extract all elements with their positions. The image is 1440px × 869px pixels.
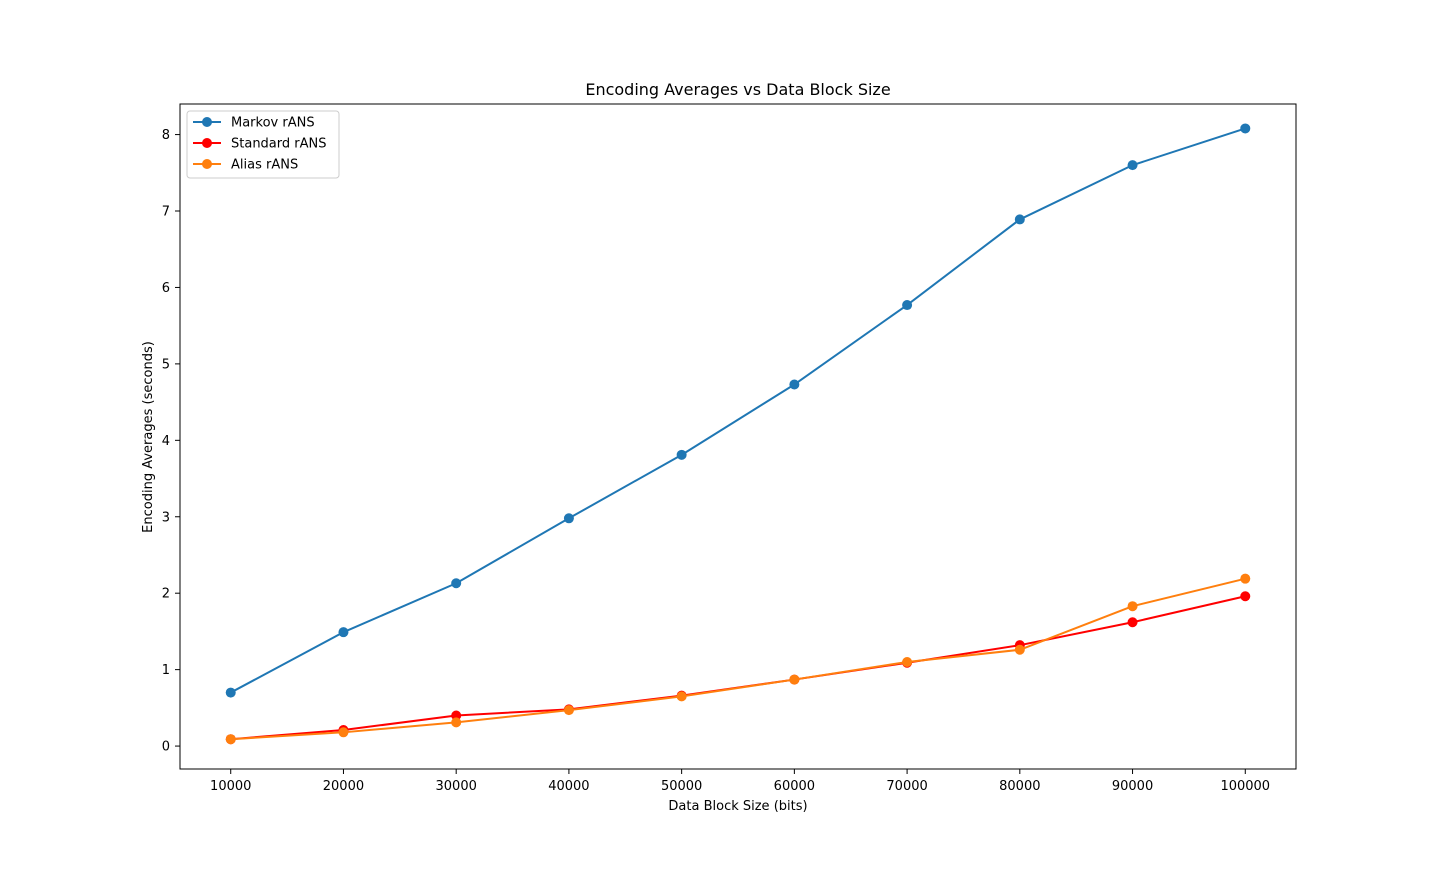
data-point [676, 691, 687, 702]
legend-item: Alias rANS [193, 158, 298, 173]
data-point [563, 705, 574, 716]
series-layer [225, 123, 1251, 745]
series-markov-rans [225, 123, 1251, 698]
series-alias-rans [225, 573, 1251, 745]
legend-marker [202, 138, 212, 148]
y-axis-label: Encoding Averages (seconds) [141, 341, 156, 533]
legend-label: Markov rANS [231, 116, 315, 131]
y-tick-label: 5 [162, 357, 170, 372]
data-point [902, 300, 913, 311]
y-axis-ticks: 0 1 2 3 4 5 6 7 8 [162, 128, 180, 755]
data-point [1240, 573, 1251, 584]
y-tick-label: 4 [162, 434, 170, 449]
data-point [1127, 160, 1138, 171]
x-tick-label: 40000 [548, 779, 589, 794]
data-point [225, 734, 236, 745]
x-tick-label: 60000 [774, 779, 815, 794]
data-point [1127, 617, 1138, 628]
series-line [230, 595, 1246, 741]
y-tick-label: 7 [162, 205, 170, 220]
legend-item: Markov rANS [193, 116, 315, 131]
data-point [338, 727, 349, 738]
data-point [451, 710, 462, 721]
y-tick-label: 8 [162, 128, 170, 143]
data-point [563, 513, 574, 524]
data-point [338, 627, 349, 638]
legend-label: Standard rANS [231, 137, 327, 152]
x-tick-label: 100000 [1220, 779, 1270, 794]
data-point [1127, 601, 1138, 612]
x-tick-label: 10000 [210, 779, 251, 794]
y-tick-label: 6 [162, 281, 170, 296]
x-tick-label: 90000 [1112, 779, 1153, 794]
data-point [225, 687, 236, 698]
x-tick-label: 50000 [661, 779, 702, 794]
legend-marker [202, 159, 212, 169]
chart-title: Encoding Averages vs Data Block Size [585, 80, 890, 99]
x-tick-label: 30000 [436, 779, 477, 794]
data-point [451, 578, 462, 589]
data-point [1240, 591, 1251, 602]
data-point [1014, 644, 1025, 655]
series-line [230, 127, 1246, 694]
series-standard-rans [225, 591, 1251, 745]
x-tick-label: 80000 [999, 779, 1040, 794]
series-line [230, 577, 1246, 741]
y-tick-label: 2 [162, 587, 170, 602]
data-point [451, 717, 462, 728]
legend-marker [202, 117, 212, 127]
y-tick-label: 1 [162, 663, 170, 678]
x-tick-label: 20000 [323, 779, 364, 794]
data-point [789, 674, 800, 685]
legend-label: Alias rANS [231, 158, 298, 173]
y-tick-label: 0 [162, 740, 170, 755]
legend: Markov rANS Standard rANS Alias rANS [186, 110, 340, 179]
data-point [676, 449, 687, 460]
y-tick-label: 3 [162, 510, 170, 525]
data-point [789, 379, 800, 390]
x-tick-label: 70000 [886, 779, 927, 794]
legend-frame [186, 110, 340, 179]
data-point [902, 656, 913, 667]
plot-frame [179, 103, 1297, 770]
x-axis-label: Data Block Size (bits) [668, 799, 807, 814]
x-axis-ticks: 10000 20000 30000 40000 50000 60000 70000 80000… [210, 769, 1270, 794]
data-point [1014, 214, 1025, 225]
legend-item: Standard rANS [193, 137, 327, 152]
data-point [1240, 123, 1251, 134]
